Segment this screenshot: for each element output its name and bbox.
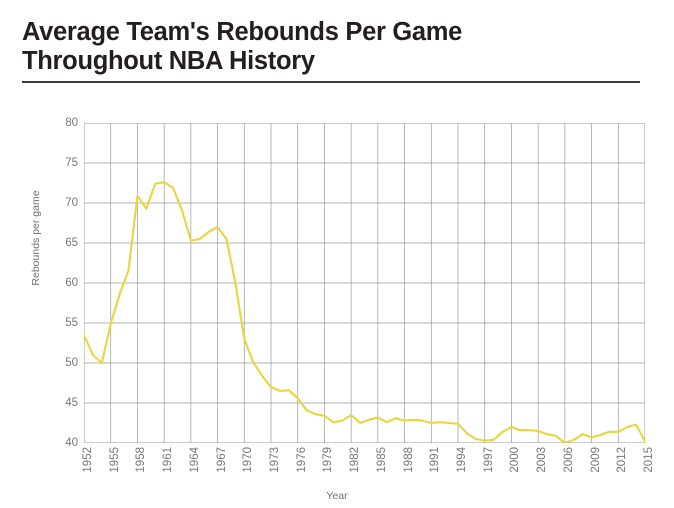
y-tick-label: 50 xyxy=(65,356,78,369)
data-series-line xyxy=(84,181,645,443)
x-tick-label: 1967 xyxy=(215,447,228,473)
y-tick-label: 70 xyxy=(65,196,78,209)
chart-title: Average Team's Rebounds Per Game Through… xyxy=(22,18,642,83)
x-tick-label: 2009 xyxy=(589,447,602,473)
x-tick-label: 1991 xyxy=(429,447,442,473)
y-tick-label: 40 xyxy=(65,436,78,449)
x-tick-label: 2006 xyxy=(562,447,575,473)
x-tick-label: 1985 xyxy=(375,447,388,473)
y-tick-label: 45 xyxy=(65,396,78,409)
y-tick-label: 80 xyxy=(65,116,78,129)
x-tick-label: 1964 xyxy=(188,447,201,473)
x-tick-label: 2015 xyxy=(643,447,655,473)
y-tick-label: 65 xyxy=(65,236,78,249)
y-axis-title: Rebounds per game xyxy=(30,190,42,286)
x-tick-label: 1952 xyxy=(82,447,94,473)
x-tick-label: 1973 xyxy=(269,447,281,473)
x-axis-tick-labels: 1952 1955 1958 1961 1964 1967 1970 1973 1976 1979… xyxy=(82,447,655,491)
x-tick-label: 1958 xyxy=(135,447,148,473)
title-divider xyxy=(22,81,640,83)
chart-title-line-1: Average Team's Rebounds Per Game xyxy=(22,18,463,46)
y-axis-tick-labels: 80 75 70 65 60 55 50 45 40 xyxy=(56,117,78,449)
x-tick-label: 1994 xyxy=(456,447,468,473)
x-tick-label: 2012 xyxy=(616,447,629,473)
x-tick-label: 1970 xyxy=(242,447,255,473)
x-tick-label: 1997 xyxy=(482,447,495,473)
x-tick-label: 1976 xyxy=(295,447,308,473)
x-tick-label: 2000 xyxy=(509,447,522,473)
line-chart-svg xyxy=(84,123,645,443)
chart-title-line-2: Throughout NBA History xyxy=(22,47,315,75)
plot-area xyxy=(84,123,645,443)
x-tick-label: 1982 xyxy=(349,447,362,473)
y-tick-label: 55 xyxy=(65,316,78,329)
x-tick-label: 1961 xyxy=(162,447,175,473)
y-tick-label: 75 xyxy=(65,156,78,169)
x-tick-label: 1988 xyxy=(402,447,415,473)
gridlines xyxy=(84,123,645,443)
x-tick-label: 1979 xyxy=(322,447,335,473)
x-axis-title: Year xyxy=(326,490,348,502)
y-tick-label: 60 xyxy=(65,276,78,289)
x-tick-label: 1955 xyxy=(108,447,121,473)
x-tick-label: 2003 xyxy=(536,447,549,473)
